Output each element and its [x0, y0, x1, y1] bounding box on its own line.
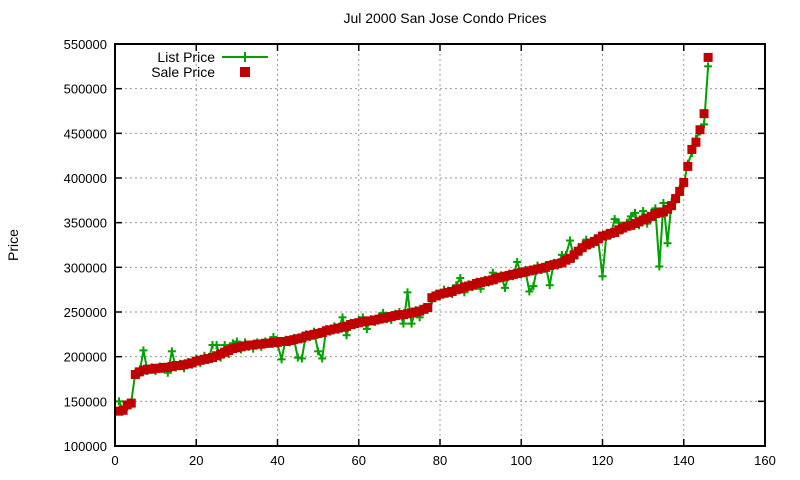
sale-price-point — [423, 303, 433, 313]
sale-price-point — [687, 144, 697, 154]
plot-border — [114, 43, 766, 447]
chart-title: Jul 2000 San Jose Condo Prices — [343, 10, 546, 26]
legend-label-sale-price: Sale Price — [151, 64, 215, 80]
data-series — [114, 52, 713, 416]
y-tick-label: 550000 — [64, 37, 107, 52]
sale-price-point — [118, 405, 128, 415]
x-tick-label: 100 — [510, 453, 532, 468]
x-tick-label: 80 — [433, 453, 447, 468]
sale-price-point — [667, 201, 677, 211]
sale-price-point — [679, 177, 689, 187]
x-tick-label: 140 — [673, 453, 695, 468]
y-axis-label: Price — [5, 229, 21, 261]
sale-price-point — [703, 52, 713, 62]
x-tick-label: 0 — [111, 453, 118, 468]
y-tick-label: 200000 — [64, 350, 107, 365]
y-tick-label: 350000 — [64, 216, 107, 231]
y-tick-label: 100000 — [64, 439, 107, 454]
y-tick-label: 250000 — [64, 305, 107, 320]
sale-price-point — [675, 186, 685, 196]
y-tick-label: 400000 — [64, 171, 107, 186]
sale-price-sample-icon — [240, 67, 250, 77]
y-tick-label: 450000 — [64, 126, 107, 141]
sale-price-point — [683, 161, 693, 171]
sale-price-point — [695, 125, 705, 135]
legend-item-list-price: List Price — [157, 49, 268, 65]
legend: List Price Sale Price — [151, 49, 268, 80]
x-tick-label: 60 — [352, 453, 366, 468]
tick-labels: 0 20 40 60 80 100 120 140 160 100000 150000 200000 2… — [64, 37, 776, 468]
y-tick-label: 500000 — [64, 82, 107, 97]
x-tick-label: 120 — [592, 453, 614, 468]
x-tick-label: 20 — [189, 453, 203, 468]
sale-price-point — [699, 109, 709, 119]
x-tick-label: 160 — [754, 453, 776, 468]
y-tick-label: 300000 — [64, 260, 107, 275]
sale-price-point — [691, 137, 701, 147]
y-tick-label: 150000 — [64, 394, 107, 409]
sale-price-point — [126, 398, 136, 408]
legend-label-list-price: List Price — [157, 49, 215, 65]
x-tick-label: 40 — [270, 453, 284, 468]
sale-price-point — [671, 194, 681, 204]
list-price-sample-icon — [222, 52, 268, 62]
legend-item-sale-price: Sale Price — [151, 64, 250, 80]
